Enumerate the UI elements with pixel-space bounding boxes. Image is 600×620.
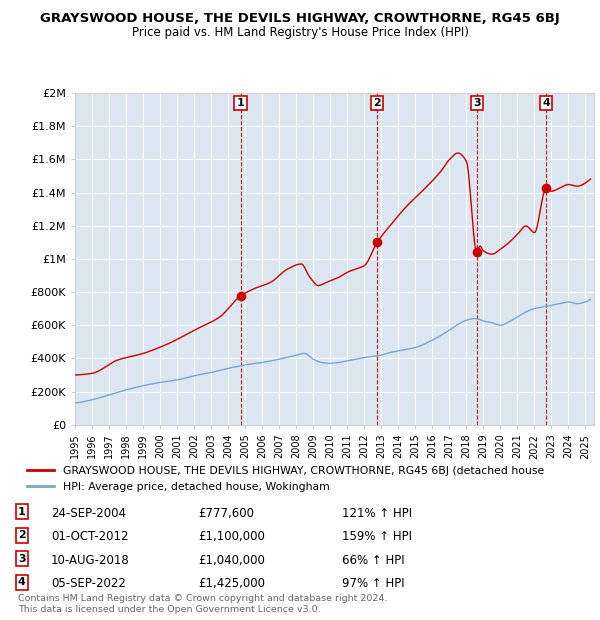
Text: 1: 1 (236, 98, 244, 108)
Text: 24-SEP-2004: 24-SEP-2004 (51, 507, 126, 520)
Text: 4: 4 (542, 98, 550, 108)
Text: 1: 1 (18, 507, 26, 516)
Text: 10-AUG-2018: 10-AUG-2018 (51, 554, 130, 567)
Text: 3: 3 (18, 554, 26, 564)
Text: 05-SEP-2022: 05-SEP-2022 (51, 577, 126, 590)
Text: £1,425,000: £1,425,000 (198, 577, 265, 590)
Text: £1,100,000: £1,100,000 (198, 530, 265, 543)
Text: 2: 2 (373, 98, 381, 108)
Text: 159% ↑ HPI: 159% ↑ HPI (342, 530, 412, 543)
Text: GRAYSWOOD HOUSE, THE DEVILS HIGHWAY, CROWTHORNE, RG45 6BJ: GRAYSWOOD HOUSE, THE DEVILS HIGHWAY, CRO… (40, 12, 560, 25)
Text: 4: 4 (18, 577, 26, 587)
Text: 121% ↑ HPI: 121% ↑ HPI (342, 507, 412, 520)
Text: £777,600: £777,600 (198, 507, 254, 520)
Text: 3: 3 (473, 98, 481, 108)
Text: 2: 2 (18, 530, 26, 540)
Text: 97% ↑ HPI: 97% ↑ HPI (342, 577, 404, 590)
Text: Price paid vs. HM Land Registry's House Price Index (HPI): Price paid vs. HM Land Registry's House … (131, 26, 469, 39)
Text: £1,040,000: £1,040,000 (198, 554, 265, 567)
Legend: GRAYSWOOD HOUSE, THE DEVILS HIGHWAY, CROWTHORNE, RG45 6BJ (detached house, HPI: : GRAYSWOOD HOUSE, THE DEVILS HIGHWAY, CRO… (20, 459, 550, 498)
Text: 01-OCT-2012: 01-OCT-2012 (51, 530, 128, 543)
Text: 66% ↑ HPI: 66% ↑ HPI (342, 554, 404, 567)
Text: Contains HM Land Registry data © Crown copyright and database right 2024.
This d: Contains HM Land Registry data © Crown c… (18, 595, 388, 614)
